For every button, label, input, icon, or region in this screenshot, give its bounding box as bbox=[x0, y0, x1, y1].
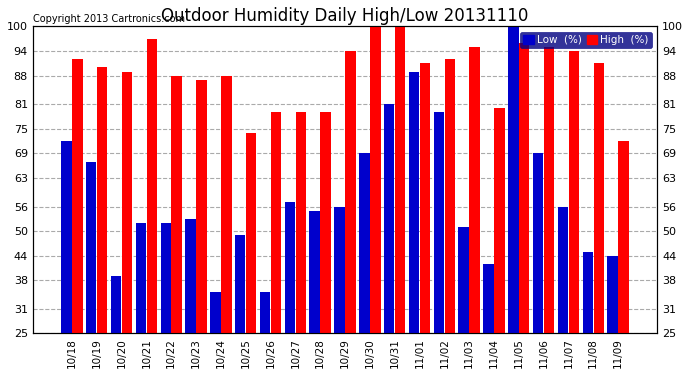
Legend: Low  (%), High  (%): Low (%), High (%) bbox=[520, 32, 652, 48]
Bar bbox=[582, 252, 593, 375]
Bar bbox=[593, 63, 604, 375]
Bar bbox=[359, 153, 370, 375]
Bar bbox=[136, 223, 146, 375]
Bar bbox=[146, 39, 157, 375]
Bar bbox=[469, 47, 480, 375]
Bar bbox=[196, 80, 207, 375]
Bar bbox=[395, 27, 405, 375]
Bar bbox=[458, 227, 469, 375]
Bar bbox=[607, 256, 618, 375]
Bar bbox=[483, 264, 494, 375]
Bar bbox=[335, 207, 345, 375]
Bar bbox=[260, 292, 270, 375]
Bar bbox=[72, 59, 83, 375]
Text: Copyright 2013 Cartronics.com: Copyright 2013 Cartronics.com bbox=[33, 14, 185, 24]
Bar bbox=[544, 47, 554, 375]
Bar bbox=[558, 207, 569, 375]
Bar bbox=[494, 108, 504, 375]
Bar bbox=[533, 153, 544, 375]
Bar bbox=[569, 51, 579, 375]
Bar bbox=[320, 112, 331, 375]
Bar bbox=[186, 219, 196, 375]
Bar bbox=[86, 162, 97, 375]
Bar bbox=[310, 211, 320, 375]
Bar bbox=[161, 223, 171, 375]
Bar bbox=[519, 43, 529, 375]
Bar bbox=[345, 51, 355, 375]
Bar bbox=[221, 76, 232, 375]
Bar bbox=[270, 112, 282, 375]
Bar bbox=[121, 72, 132, 375]
Bar bbox=[210, 292, 221, 375]
Bar bbox=[508, 27, 519, 375]
Bar bbox=[246, 133, 257, 375]
Bar bbox=[235, 235, 246, 375]
Bar bbox=[384, 104, 395, 375]
Bar bbox=[285, 202, 295, 375]
Bar bbox=[370, 27, 380, 375]
Bar bbox=[111, 276, 121, 375]
Bar bbox=[408, 72, 420, 375]
Bar bbox=[295, 112, 306, 375]
Bar bbox=[444, 59, 455, 375]
Bar bbox=[61, 141, 72, 375]
Bar bbox=[618, 141, 629, 375]
Bar bbox=[420, 63, 430, 375]
Bar bbox=[171, 76, 182, 375]
Title: Outdoor Humidity Daily High/Low 20131110: Outdoor Humidity Daily High/Low 20131110 bbox=[161, 7, 529, 25]
Bar bbox=[97, 68, 108, 375]
Bar bbox=[433, 112, 444, 375]
